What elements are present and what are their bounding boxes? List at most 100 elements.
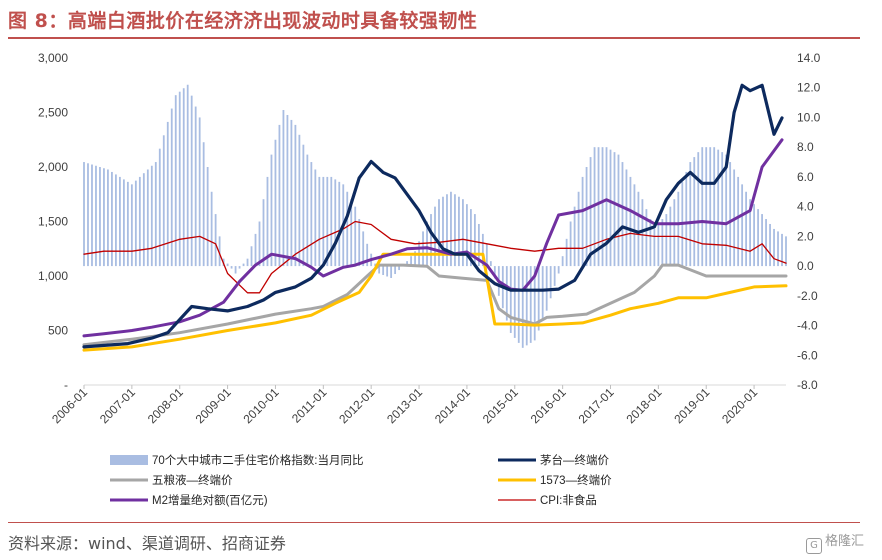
index-bar [777, 231, 779, 267]
index-bar [162, 135, 165, 267]
index-bar [414, 251, 416, 267]
index-bar [633, 184, 636, 267]
index-bar [761, 214, 763, 267]
index-bar [573, 206, 576, 267]
x-tick-label: 2017-01 [576, 385, 617, 426]
index-bar [597, 147, 600, 267]
index-bar [565, 238, 568, 267]
index-bar [765, 219, 767, 267]
bar-series-layer [83, 84, 787, 348]
index-bar [166, 121, 169, 267]
index-bar [394, 266, 397, 275]
index-bar [134, 180, 137, 267]
right-tick-label: 12.0 [797, 81, 821, 95]
index-bar [537, 266, 540, 331]
footer-divider [8, 522, 860, 523]
right-tick-label: 14.0 [797, 51, 821, 65]
right-tick-label: -6.0 [797, 348, 818, 362]
index-bar [322, 176, 325, 267]
index-bar [470, 209, 472, 267]
index-bar [613, 152, 616, 267]
index-bar [150, 165, 153, 267]
index-bar [378, 266, 381, 274]
x-tick-label: 2013-01 [384, 385, 425, 426]
legend-swatch-bar [110, 455, 148, 465]
index-bar [354, 206, 357, 267]
index-bar [625, 169, 628, 267]
index-bar [298, 134, 301, 267]
index-bar [741, 184, 744, 267]
index-bar [95, 165, 97, 267]
index-bar [577, 191, 580, 267]
index-bar [489, 261, 492, 267]
index-bar [119, 176, 121, 267]
index-bar [142, 173, 145, 267]
index-bar [569, 221, 572, 267]
index-bar [621, 162, 624, 267]
index-bar [338, 181, 341, 267]
index-bar [226, 263, 229, 267]
index-bar [725, 154, 728, 267]
index-bar [122, 179, 125, 267]
index-bar [382, 266, 385, 276]
index-bar [521, 266, 524, 348]
moutai-line [82, 83, 784, 349]
index-bar [206, 167, 209, 267]
index-bar [513, 266, 516, 338]
left-tick-label: 3,000 [38, 51, 68, 65]
index-bar [581, 176, 584, 267]
x-tick-label: 2019-01 [671, 385, 712, 426]
chart-canvas: - 500 1,000 1,500 2,000 2,500 3,000 -8.0 -6.0 -4.… [38, 51, 821, 507]
legend-label: 茅台—终端价 [540, 453, 609, 467]
right-tick-label: 8.0 [797, 140, 814, 154]
index-bar [705, 147, 708, 267]
index-bar [689, 162, 692, 267]
index-bar [111, 171, 113, 267]
x-tick-label: 2018-01 [623, 385, 664, 426]
index-bar [773, 228, 775, 267]
index-bar [242, 263, 245, 267]
index-bar [657, 223, 660, 267]
index-bar [430, 214, 432, 267]
index-bar [87, 163, 89, 267]
index-bar [350, 199, 353, 267]
index-bar [107, 169, 109, 267]
legend-label: 70个大中城市二手住宅价格指数:当月同比 [152, 453, 364, 467]
index-bar [286, 114, 289, 267]
index-bar [186, 84, 189, 267]
index-bar [246, 258, 249, 267]
index-bar [266, 176, 269, 267]
right-tick-label: 4.0 [797, 200, 814, 214]
index-bar [330, 176, 333, 267]
x-tick-label: 2006-01 [49, 385, 90, 426]
title-divider [8, 37, 860, 39]
index-bar [533, 266, 536, 341]
index-bar [525, 266, 528, 346]
index-bar [561, 256, 564, 267]
left-tick-label: 1,000 [38, 269, 68, 283]
index-bar [454, 194, 456, 267]
index-bar [426, 221, 428, 267]
index-bar [781, 233, 783, 267]
index-bar [99, 167, 101, 267]
index-bar [749, 199, 751, 267]
index-bar [529, 266, 532, 343]
index-bar [154, 162, 157, 267]
index-bar [462, 199, 464, 267]
index-bar [158, 148, 161, 267]
right-tick-label: -8.0 [797, 378, 818, 392]
x-tick-label: 2014-01 [432, 385, 473, 426]
index-bar [629, 176, 632, 267]
wuliangye-line [82, 263, 788, 347]
index-bar [446, 194, 448, 267]
index-bar [745, 191, 748, 267]
index-bar [250, 246, 253, 267]
index-bar [146, 169, 149, 267]
index-bar [485, 243, 488, 267]
index-bar [386, 266, 389, 277]
left-tick-label: - [64, 378, 68, 392]
chart-title: 图 8：高端白酒批价在经济济出现波动时具备较强韧性 [8, 10, 478, 32]
index-bar [557, 266, 560, 274]
x-tick-label: 2011-01 [289, 385, 330, 426]
